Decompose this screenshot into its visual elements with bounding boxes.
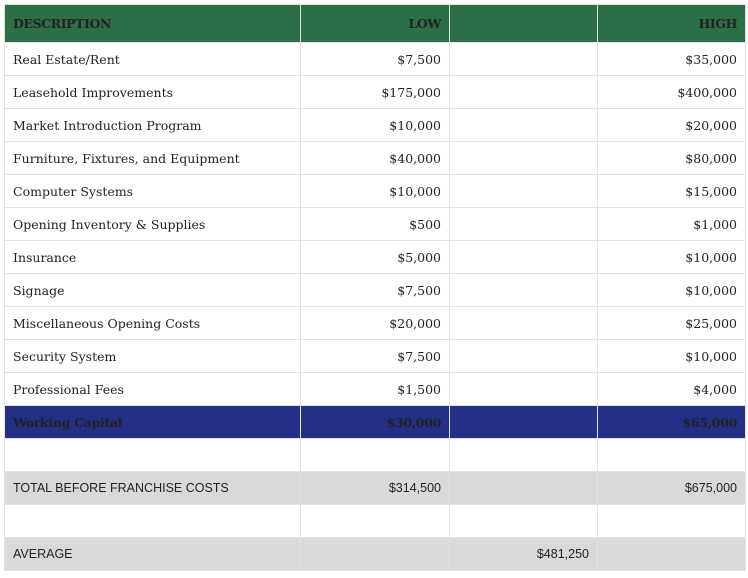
table-row: Opening Inventory & Supplies $500 $1,000	[4, 207, 746, 241]
row-high: $35,000	[597, 42, 746, 76]
empty-cell	[300, 504, 450, 538]
row-description: Insurance	[4, 240, 301, 274]
spacer-row	[4, 438, 746, 472]
table-row: Computer Systems $10,000 $15,000	[4, 174, 746, 208]
row-description: Professional Fees	[4, 372, 301, 406]
table-row: Leasehold Improvements $175,000 $400,000	[4, 75, 746, 109]
average-description: AVERAGE	[4, 537, 301, 571]
average-high	[597, 537, 746, 571]
row-high: $10,000	[597, 273, 746, 307]
working-capital-description: Working Capital	[4, 405, 301, 439]
row-description: Leasehold Improvements	[4, 75, 301, 109]
row-description: Real Estate/Rent	[4, 42, 301, 76]
row-description: Security System	[4, 339, 301, 373]
row-high: $80,000	[597, 141, 746, 175]
row-middle	[449, 108, 598, 142]
row-middle	[449, 306, 598, 340]
row-middle	[449, 339, 598, 373]
working-capital-middle	[449, 405, 598, 439]
empty-cell	[4, 438, 301, 472]
row-middle	[449, 42, 598, 76]
total-description: TOTAL BEFORE FRANCHISE COSTS	[4, 471, 301, 505]
table-row: Real Estate/Rent $7,500 $35,000	[4, 42, 746, 76]
row-low: $175,000	[300, 75, 450, 109]
row-high: $25,000	[597, 306, 746, 340]
header-middle	[449, 4, 598, 43]
row-low: $500	[300, 207, 450, 241]
row-low: $7,500	[300, 42, 450, 76]
row-low: $7,500	[300, 339, 450, 373]
total-high: $675,000	[597, 471, 746, 505]
table-row: Professional Fees $1,500 $4,000	[4, 372, 746, 406]
row-description: Market Introduction Program	[4, 108, 301, 142]
row-description: Opening Inventory & Supplies	[4, 207, 301, 241]
row-low: $20,000	[300, 306, 450, 340]
row-high: $10,000	[597, 240, 746, 274]
working-capital-low: $30,000	[300, 405, 450, 439]
header-low: LOW	[300, 4, 450, 43]
row-low: $1,500	[300, 372, 450, 406]
row-middle	[449, 240, 598, 274]
empty-cell	[449, 504, 598, 538]
table-row: Market Introduction Program $10,000 $20,…	[4, 108, 746, 142]
row-middle	[449, 75, 598, 109]
average-low	[300, 537, 450, 571]
working-capital-row: Working Capital $30,000 $65,000	[4, 405, 746, 439]
investment-table: DESCRIPTION LOW HIGH Real Estate/Rent $7…	[4, 4, 746, 571]
header-description: DESCRIPTION	[4, 4, 301, 43]
row-high: $10,000	[597, 339, 746, 373]
average-value: $481,250	[449, 537, 598, 571]
row-middle	[449, 273, 598, 307]
empty-cell	[300, 438, 450, 472]
row-high: $15,000	[597, 174, 746, 208]
table-row: Miscellaneous Opening Costs $20,000 $25,…	[4, 306, 746, 340]
empty-cell	[597, 438, 746, 472]
row-low: $10,000	[300, 174, 450, 208]
row-low: $7,500	[300, 273, 450, 307]
row-high: $20,000	[597, 108, 746, 142]
working-capital-high: $65,000	[597, 405, 746, 439]
total-middle	[449, 471, 598, 505]
empty-cell	[4, 504, 301, 538]
row-description: Miscellaneous Opening Costs	[4, 306, 301, 340]
table-row: Furniture, Fixtures, and Equipment $40,0…	[4, 141, 746, 175]
row-low: $40,000	[300, 141, 450, 175]
row-middle	[449, 141, 598, 175]
table-row: Insurance $5,000 $10,000	[4, 240, 746, 274]
total-low: $314,500	[300, 471, 450, 505]
empty-cell	[597, 504, 746, 538]
spacer-row	[4, 504, 746, 538]
row-low: $10,000	[300, 108, 450, 142]
table-row: Security System $7,500 $10,000	[4, 339, 746, 373]
header-row: DESCRIPTION LOW HIGH	[4, 4, 746, 43]
header-high: HIGH	[597, 4, 746, 43]
row-middle	[449, 372, 598, 406]
row-high: $400,000	[597, 75, 746, 109]
row-middle	[449, 207, 598, 241]
row-description: Computer Systems	[4, 174, 301, 208]
table-row: Signage $7,500 $10,000	[4, 273, 746, 307]
row-high: $1,000	[597, 207, 746, 241]
row-description: Furniture, Fixtures, and Equipment	[4, 141, 301, 175]
total-row: TOTAL BEFORE FRANCHISE COSTS $314,500 $6…	[4, 471, 746, 505]
row-middle	[449, 174, 598, 208]
empty-cell	[449, 438, 598, 472]
average-row: AVERAGE $481,250	[4, 537, 746, 571]
row-low: $5,000	[300, 240, 450, 274]
row-description: Signage	[4, 273, 301, 307]
row-high: $4,000	[597, 372, 746, 406]
